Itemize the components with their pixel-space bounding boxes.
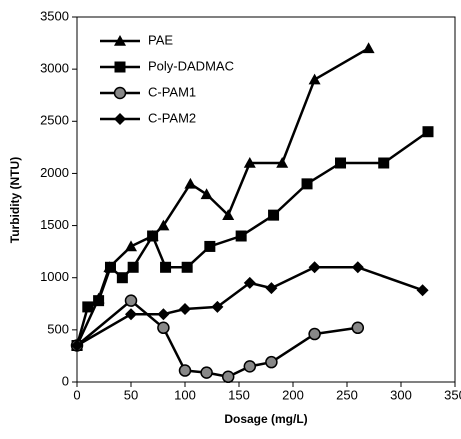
marker — [351, 321, 365, 335]
marker — [221, 370, 235, 384]
x-axis-label: Dosage (mg/L) — [224, 412, 307, 426]
marker — [243, 157, 256, 168]
marker — [378, 157, 390, 169]
marker — [200, 366, 213, 379]
marker — [184, 177, 197, 189]
marker — [113, 86, 127, 100]
marker — [422, 126, 434, 138]
marker — [362, 42, 375, 54]
marker — [301, 178, 313, 190]
y-tick-label: 3000 — [40, 61, 69, 76]
x-tick-label: 100 — [174, 387, 196, 402]
marker — [124, 294, 138, 307]
marker — [71, 339, 83, 352]
marker — [265, 355, 278, 369]
legend-label: C-PAM2 — [148, 110, 196, 125]
y-tick-label: 500 — [47, 321, 69, 336]
marker — [114, 113, 126, 125]
x-tick-label: 200 — [282, 387, 304, 402]
marker — [178, 364, 192, 377]
x-tick-label: 350 — [444, 387, 461, 402]
y-tick-label: 2500 — [40, 113, 69, 128]
y-axis-label: Turbidity (NTU) — [8, 157, 22, 243]
plot-frame — [76, 16, 456, 383]
marker — [181, 261, 193, 273]
marker — [82, 301, 94, 313]
marker — [93, 295, 105, 307]
marker — [147, 230, 159, 242]
legend-label: Poly-DADMAC — [148, 58, 234, 73]
marker — [416, 284, 429, 297]
marker — [265, 282, 278, 295]
y-tick-label: 2000 — [40, 165, 69, 180]
x-tick-label: 50 — [124, 387, 138, 402]
x-tick-label: 150 — [228, 387, 250, 402]
marker — [114, 61, 126, 73]
marker — [157, 219, 170, 231]
x-tick-label: 250 — [336, 387, 358, 402]
marker — [160, 261, 172, 273]
marker — [179, 303, 191, 315]
marker — [125, 240, 137, 252]
marker — [308, 327, 321, 341]
marker — [335, 157, 347, 169]
series-line — [76, 266, 424, 347]
marker — [235, 230, 247, 242]
marker — [125, 308, 137, 321]
legend-label: C-PAM1 — [148, 84, 196, 99]
marker — [114, 35, 126, 46]
legend-label: PAE — [148, 32, 173, 47]
x-tick-label: 300 — [390, 387, 412, 402]
marker — [116, 272, 128, 284]
y-tick-label: 1000 — [40, 269, 69, 284]
marker — [222, 209, 235, 220]
marker — [211, 300, 224, 313]
marker — [204, 240, 216, 252]
marker — [308, 261, 321, 274]
marker — [243, 276, 256, 289]
marker — [157, 321, 170, 335]
x-tick-label: 0 — [73, 387, 80, 402]
marker — [276, 157, 289, 168]
marker — [308, 73, 321, 85]
marker — [268, 209, 280, 221]
y-tick-label: 3500 — [40, 8, 69, 23]
y-tick-label: 0 — [62, 373, 69, 388]
marker — [157, 308, 170, 321]
marker — [200, 188, 213, 200]
marker — [351, 261, 364, 274]
marker — [104, 261, 116, 273]
marker — [243, 360, 257, 373]
series-line — [75, 130, 429, 346]
marker — [127, 261, 139, 273]
y-tick-label: 1500 — [40, 217, 69, 232]
